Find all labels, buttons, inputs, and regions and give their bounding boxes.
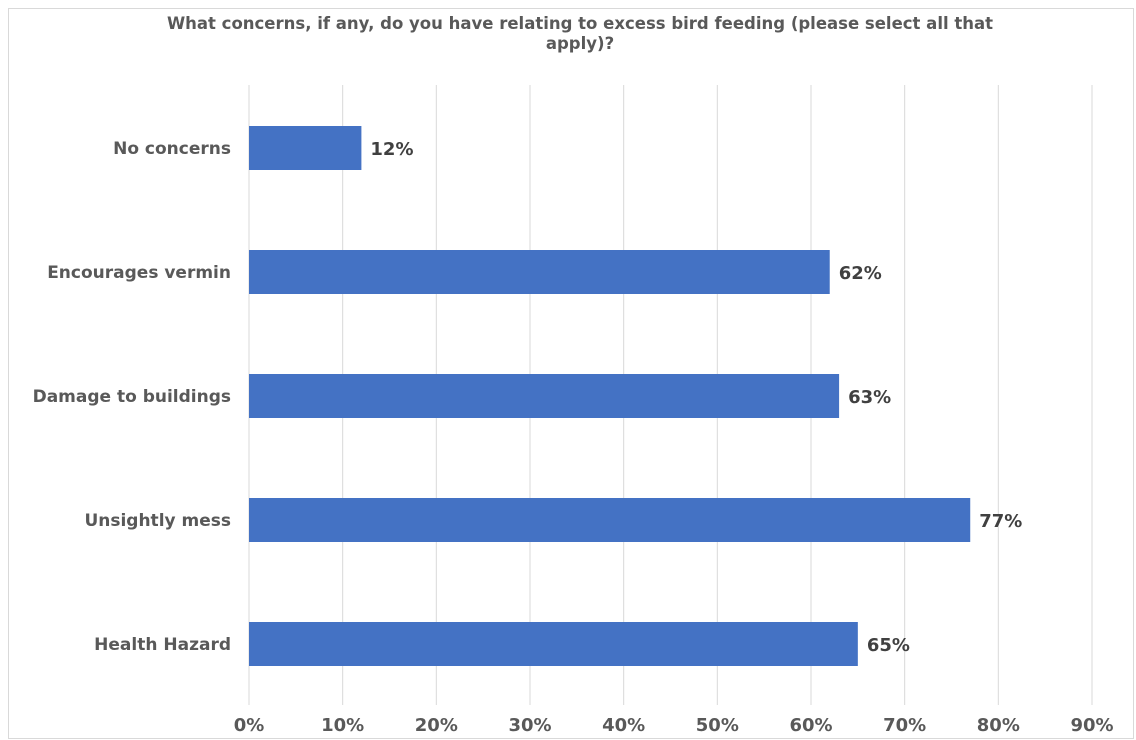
x-tick-label: 30%	[508, 715, 551, 736]
x-tick-label: 20%	[415, 715, 458, 736]
bar	[249, 126, 362, 170]
chart-frame	[8, 8, 1134, 739]
category-label: No concerns	[113, 139, 231, 159]
chart-title: What concerns, if any, do you have relat…	[166, 14, 994, 53]
category-label: Encourages vermin	[47, 263, 231, 283]
bar	[249, 622, 858, 666]
bar	[249, 374, 840, 418]
data-label: 63%	[848, 387, 891, 408]
x-tick-label: 60%	[789, 715, 832, 736]
data-label: 62%	[839, 263, 882, 284]
category-label: Unsightly mess	[84, 511, 231, 531]
category-label: Damage to buildings	[33, 387, 231, 407]
data-label: 65%	[867, 635, 910, 656]
x-tick-label: 40%	[602, 715, 645, 736]
category-label: Health Hazard	[94, 635, 231, 655]
x-tick-label: 90%	[1070, 715, 1113, 736]
x-tick-label: 80%	[977, 715, 1020, 736]
x-tick-label: 50%	[696, 715, 739, 736]
data-label: 77%	[979, 511, 1022, 532]
x-tick-label: 70%	[883, 715, 926, 736]
data-label: 12%	[370, 139, 413, 160]
bar	[249, 498, 971, 542]
x-tick-label: 0%	[234, 715, 265, 736]
bar	[249, 250, 830, 294]
x-tick-label: 10%	[321, 715, 364, 736]
